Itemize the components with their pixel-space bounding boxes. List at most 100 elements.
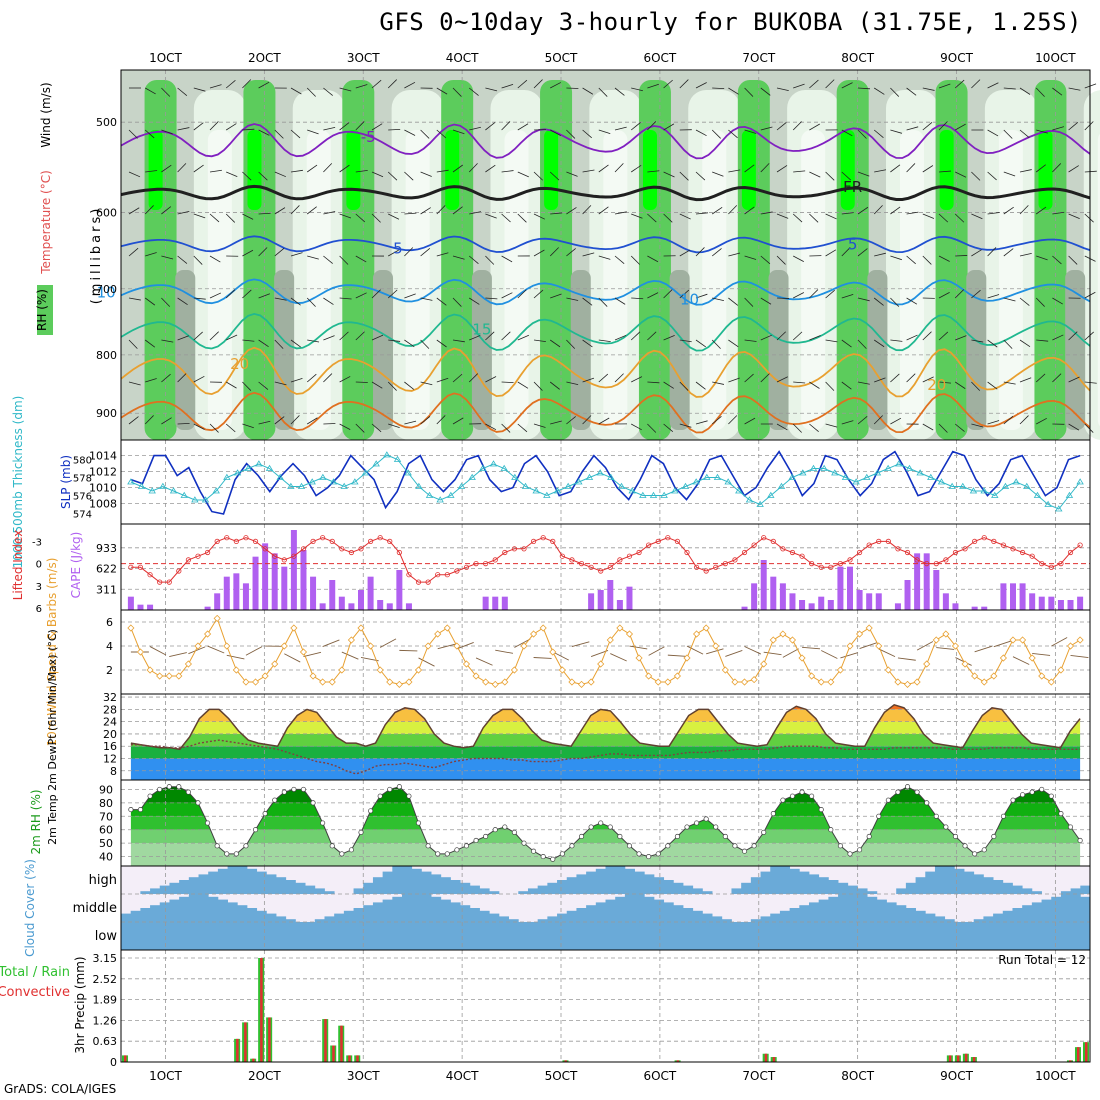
cloud-bar <box>305 885 316 894</box>
rh-point <box>847 851 853 857</box>
precip-convective-bar <box>124 1055 127 1062</box>
wind-barb <box>841 293 854 299</box>
wind-speed-point <box>367 642 375 650</box>
tick-label: 0 <box>110 1056 117 1069</box>
wind-barb <box>744 339 757 342</box>
wind-barb <box>974 645 992 653</box>
wind-barb <box>1068 331 1078 341</box>
cloud-bar <box>159 902 170 922</box>
wind-barb <box>436 339 447 348</box>
cloud-bar <box>683 885 694 894</box>
thickness-point <box>276 473 284 480</box>
wind-speed-point <box>510 666 518 674</box>
wind-barb <box>1019 169 1032 173</box>
cloud-bar <box>208 922 219 950</box>
rh-dry-band <box>1083 90 1100 440</box>
thickness-point <box>713 473 722 480</box>
thickness-point <box>799 469 807 476</box>
rh-point <box>214 843 220 849</box>
wind-barb <box>793 255 804 262</box>
wind-barb <box>679 423 692 428</box>
tick-label: 1012 <box>89 466 117 479</box>
wind-barb <box>760 211 773 215</box>
wind-barb <box>242 128 255 131</box>
rh-point <box>348 847 354 853</box>
precip-convective-bar <box>244 1022 247 1062</box>
wind-barb <box>193 423 205 430</box>
wind-barb <box>841 212 854 215</box>
rh-dry-core <box>207 130 232 430</box>
thickness-point <box>244 464 252 471</box>
thickness-point <box>351 478 359 485</box>
cloud-bar <box>382 899 393 922</box>
cloud-bar <box>1012 908 1023 922</box>
thickness-point <box>457 482 466 489</box>
cloud-bar <box>954 922 965 950</box>
wind-barb <box>452 373 463 383</box>
lifted-index-point <box>502 549 508 556</box>
wind-barb <box>1036 339 1049 342</box>
wind-barb <box>582 415 592 425</box>
wind-barb <box>993 640 1012 648</box>
thickness-point <box>500 464 508 471</box>
tick-label: 1008 <box>89 498 117 511</box>
tick-label: 60 <box>99 824 113 837</box>
cloud-bar <box>915 877 926 894</box>
wind-barb <box>452 417 464 425</box>
rh-point <box>492 827 498 833</box>
cloud-level-label: high <box>89 873 117 888</box>
temp-band <box>130 709 1081 722</box>
cloud-bar <box>179 880 190 894</box>
tick-label: 70 <box>99 810 113 823</box>
wind-barb <box>744 417 756 425</box>
wind-barb <box>226 654 245 660</box>
rh-saturated-patch <box>741 130 756 210</box>
rh-moist-patch <box>570 270 591 430</box>
wind-barb <box>456 641 474 650</box>
wind-barb <box>792 331 803 341</box>
wind-barb <box>647 381 660 384</box>
wind-barb <box>598 297 608 307</box>
wind-barb <box>225 123 237 131</box>
wind-barb <box>404 212 417 215</box>
wind-barb <box>1052 211 1065 215</box>
thickness-point <box>873 469 882 476</box>
thickness-point <box>255 460 263 467</box>
rh-saturated-patch <box>1038 130 1053 210</box>
wind-speed-point <box>127 624 135 632</box>
cloud-bar <box>498 922 509 950</box>
wind-barb <box>258 381 269 390</box>
wind-barb <box>631 297 644 300</box>
cloud-bar <box>799 922 810 950</box>
wind-speed-point <box>299 648 308 656</box>
cape-bar <box>597 590 604 610</box>
wind-barb <box>274 207 286 215</box>
wind-barb <box>728 339 739 348</box>
wind-barb <box>776 122 787 131</box>
wind-barb <box>258 247 268 257</box>
tick-label: 12 <box>103 753 117 766</box>
cloud-bar <box>770 922 781 950</box>
wind-barb <box>647 331 657 341</box>
wind-speed-point <box>597 660 605 668</box>
wind-barb <box>307 129 319 135</box>
wind-barb <box>809 123 820 131</box>
rh-dry-core <box>900 130 925 430</box>
thickness-point <box>191 496 199 503</box>
wind-barb <box>514 638 531 648</box>
thickness-point <box>212 487 220 494</box>
cloud-bar <box>246 868 258 894</box>
cloud-bar <box>905 908 916 922</box>
rh-point <box>310 800 316 806</box>
temp-ylabel: 2m Temp 2m DewPt (6hr Min/Max) (°C) <box>46 629 59 845</box>
rh-point <box>732 843 738 849</box>
wind-barb <box>161 339 174 343</box>
wind-barb <box>552 651 569 661</box>
wind-barb <box>630 164 642 173</box>
wind-speed-point <box>1028 654 1036 662</box>
rh-point <box>415 820 422 826</box>
rh-point <box>463 843 470 849</box>
cloud-bar <box>1041 899 1052 922</box>
wind-barb <box>258 81 270 89</box>
cape-bar <box>147 604 154 610</box>
